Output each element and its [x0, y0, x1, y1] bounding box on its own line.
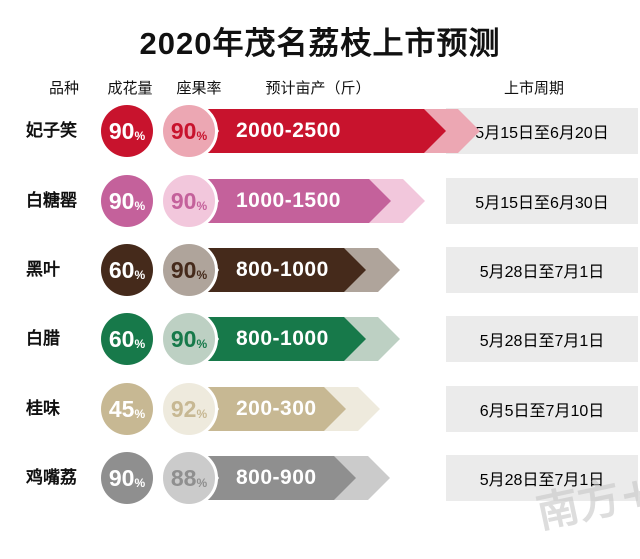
- column-header-fruit-set: 座果率: [176, 80, 222, 97]
- yield-value: 1000-1500: [236, 189, 341, 212]
- market-period-band: 5月28日至7月1日: [446, 247, 638, 293]
- yield-value: 800-1000: [236, 258, 329, 281]
- fruit-set-value: 90: [170, 187, 197, 214]
- percent-sign: %: [134, 336, 146, 351]
- fruit-set-value: 90: [170, 117, 197, 144]
- flowering-value: 90: [108, 187, 135, 214]
- yield-arrow: 2000-2500: [206, 109, 446, 153]
- variety-name: 桂味: [26, 399, 60, 418]
- variety-name: 白糖罂: [26, 191, 77, 210]
- fruit-set-value: 90: [170, 325, 197, 352]
- market-period-value: 5月28日至7月1日: [479, 333, 605, 350]
- percent-sign: %: [196, 267, 208, 282]
- market-period-value: 6月5日至7月10日: [479, 403, 605, 420]
- market-period-band: 5月15日至6月30日: [446, 178, 638, 224]
- table-row: 黑叶 5月28日至7月1日 800-1000 90% 60%: [0, 240, 640, 300]
- flowering-value: 60: [108, 256, 135, 283]
- market-period-band: 5月28日至7月1日: [446, 455, 638, 501]
- table-row: 桂味 6月5日至7月10日 200-300 92% 45%: [0, 379, 640, 439]
- fruit-set-circle: 90%: [160, 241, 218, 299]
- yield-arrow: 800-1000: [206, 248, 366, 292]
- flowering-value: 45: [108, 395, 135, 422]
- market-period-value: 5月28日至7月1日: [479, 264, 605, 281]
- flowering-value: 60: [108, 325, 135, 352]
- flowering-circle: 90%: [101, 452, 153, 504]
- table-row: 白糖罂 5月15日至6月30日 1000-1500 90% 90%: [0, 171, 640, 231]
- market-period-value: 5月15日至6月20日: [475, 125, 609, 142]
- flowering-circle: 60%: [101, 313, 153, 365]
- variety-name: 妃子笑: [26, 121, 77, 140]
- page-title: 2020年茂名荔枝上市预测: [139, 26, 501, 61]
- percent-sign: %: [134, 406, 146, 421]
- fruit-set-circle: 92%: [160, 380, 218, 438]
- percent-sign: %: [196, 128, 208, 143]
- flowering-circle: 60%: [101, 244, 153, 296]
- flowering-value: 90: [108, 117, 135, 144]
- yield-arrow: 800-900: [206, 456, 356, 500]
- table-row: 白腊 5月28日至7月1日 800-1000 90% 60%: [0, 309, 640, 369]
- table-row: 鸡嘴荔 5月28日至7月1日 800-900 88% 90%: [0, 448, 640, 508]
- percent-sign: %: [134, 475, 146, 490]
- fruit-set-circle: 90%: [160, 172, 218, 230]
- yield-value: 800-1000: [236, 327, 329, 350]
- column-header-yield: 预计亩产（斤）: [265, 80, 371, 97]
- yield-value: 800-900: [236, 466, 317, 489]
- column-header-period: 上市周期: [503, 80, 565, 97]
- percent-sign: %: [134, 198, 146, 213]
- market-period-band: 6月5日至7月10日: [446, 386, 638, 432]
- yield-value: 2000-2500: [236, 119, 341, 142]
- percent-sign: %: [196, 198, 208, 213]
- market-period-value: 5月28日至7月1日: [479, 472, 605, 489]
- flowering-circle: 45%: [101, 383, 153, 435]
- fruit-set-circle: 90%: [160, 102, 218, 160]
- yield-arrow: 800-1000: [206, 317, 366, 361]
- variety-name: 白腊: [26, 329, 60, 348]
- percent-sign: %: [196, 475, 208, 490]
- fruit-set-value: 88: [170, 464, 197, 491]
- fruit-set-value: 90: [170, 256, 197, 283]
- variety-name: 黑叶: [26, 260, 60, 279]
- flowering-circle: 90%: [101, 105, 153, 157]
- percent-sign: %: [196, 336, 208, 351]
- flowering-value: 90: [108, 464, 135, 491]
- yield-arrow: 1000-1500: [206, 179, 391, 223]
- fruit-set-value: 92: [170, 395, 197, 422]
- market-period-band: 5月28日至7月1日: [446, 316, 638, 362]
- yield-value: 200-300: [236, 397, 317, 420]
- market-period-value: 5月15日至6月30日: [475, 195, 609, 212]
- variety-name: 鸡嘴荔: [26, 468, 77, 487]
- column-header-variety: 品种: [48, 80, 80, 97]
- fruit-set-circle: 90%: [160, 310, 218, 368]
- fruit-set-circle: 88%: [160, 449, 218, 507]
- flowering-circle: 90%: [101, 175, 153, 227]
- percent-sign: %: [196, 406, 208, 421]
- percent-sign: %: [134, 128, 146, 143]
- table-row: 妃子笑 5月15日至6月20日 2000-2500 90% 90%: [0, 101, 640, 161]
- percent-sign: %: [134, 267, 146, 282]
- column-header-flowering: 成花量: [107, 80, 153, 97]
- yield-arrow: 200-300: [206, 387, 346, 431]
